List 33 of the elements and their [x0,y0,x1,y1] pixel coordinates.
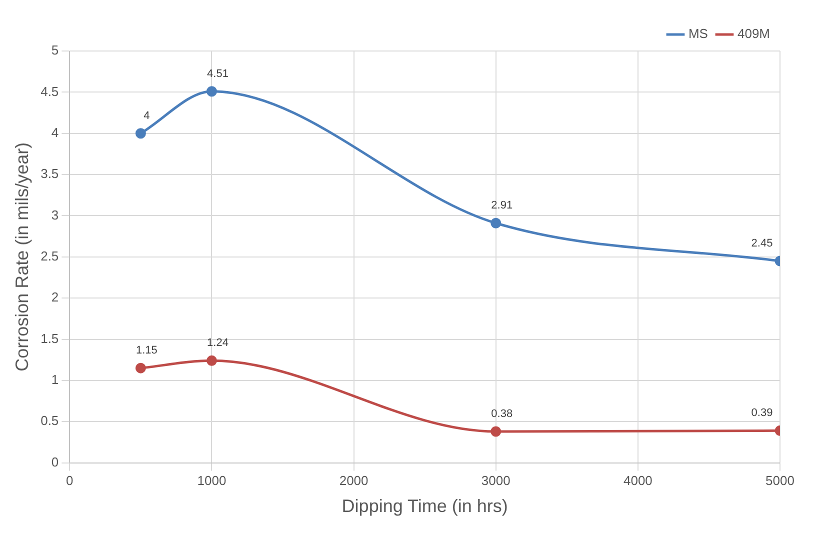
y-tick-label: 3 [51,207,59,222]
data-label: 0.39 [751,407,773,420]
point [206,355,217,366]
x-tick-label: 1000 [197,473,226,488]
y-tick-label: 4 [51,124,59,140]
data-label: 1.24 [207,337,228,350]
y-tick-label: 1 [51,372,59,388]
x-tick-label: 4000 [623,473,652,488]
data-label: 1.15 [136,344,158,357]
x-tick-label: 5000 [766,473,794,488]
y-axis-title: Corrosion Rate (in mils/year) [12,142,32,372]
point [135,362,146,374]
y-tick-label: 0 [51,454,59,470]
point [206,86,217,97]
x-tick-label: 0 [66,473,74,488]
x-tick-label: 3000 [481,473,510,488]
y-tick-label: 3.5 [40,166,59,182]
point [135,128,146,139]
x-tick-label: 2000 [339,473,368,488]
data-label: 2.91 [491,200,513,212]
y-tick-label: 4.5 [40,84,59,99]
data-label: 4.51 [207,68,228,80]
x-axis-title: Dipping Time (in hrs) [342,496,508,516]
y-tick-label: 2.5 [40,248,59,264]
y-tick-label: 2 [51,290,59,305]
data-label: 2.45 [751,238,773,250]
data-label: 0.38 [491,408,513,420]
y-tick-label: 5 [51,42,59,58]
legend-label: 409M [737,26,770,42]
legend-label: MS [688,26,708,42]
y-tick-label: 1.5 [40,330,59,346]
y-tick-label: 0.5 [40,413,59,428]
data-label: 4 [144,110,150,122]
